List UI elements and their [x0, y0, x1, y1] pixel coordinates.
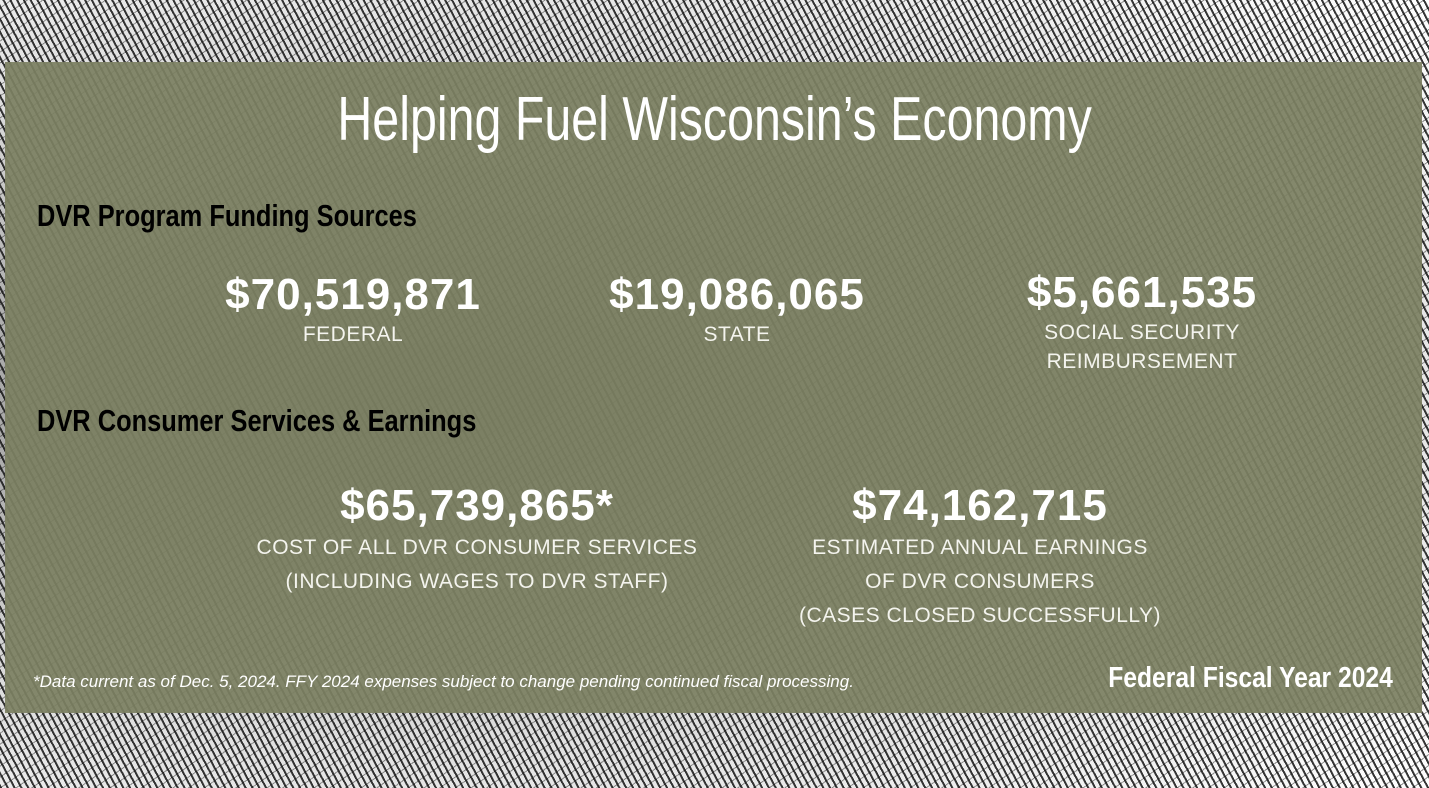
amount: $70,519,871 — [225, 270, 481, 320]
footnote: *Data current as of Dec. 5, 2024. FFY 20… — [33, 672, 854, 692]
section-heading: DVR Consumer Services & Earnings — [37, 403, 476, 439]
amount: $65,739,865* — [257, 481, 698, 531]
stat-label: OF DVR CONSUMERS — [799, 565, 1161, 599]
fiscal-year: Federal Fiscal Year 2024 — [1108, 662, 1393, 695]
stat-label: (CASES CLOSED SUCCESSFULLY) — [799, 599, 1161, 633]
stat-label: STATE — [609, 320, 865, 349]
stat-label: COST OF ALL DVR CONSUMER SERVICES — [257, 531, 698, 565]
stat-label: SOCIAL SECURITY — [1027, 318, 1257, 347]
section-heading: DVR Program Funding Sources — [37, 198, 417, 234]
amount: $5,661,535 — [1027, 268, 1257, 318]
amount: $19,086,065 — [609, 270, 865, 320]
panel — [5, 62, 1422, 713]
stat: $65,739,865*COST OF ALL DVR CONSUMER SER… — [257, 481, 698, 599]
stat-label: ESTIMATED ANNUAL EARNINGS — [799, 531, 1161, 565]
stat-label: REIMBURSEMENT — [1027, 347, 1257, 376]
amount: $74,162,715 — [799, 481, 1161, 531]
title: Helping Fuel Wisconsin’s Economy — [337, 84, 1091, 155]
page: Helping Fuel Wisconsin’s Economy DVR Pro… — [0, 0, 1429, 788]
title-wrap: Helping Fuel Wisconsin’s Economy — [0, 84, 1429, 155]
stat-label: (INCLUDING WAGES TO DVR STAFF) — [257, 565, 698, 599]
stat-label: FEDERAL — [225, 320, 481, 349]
